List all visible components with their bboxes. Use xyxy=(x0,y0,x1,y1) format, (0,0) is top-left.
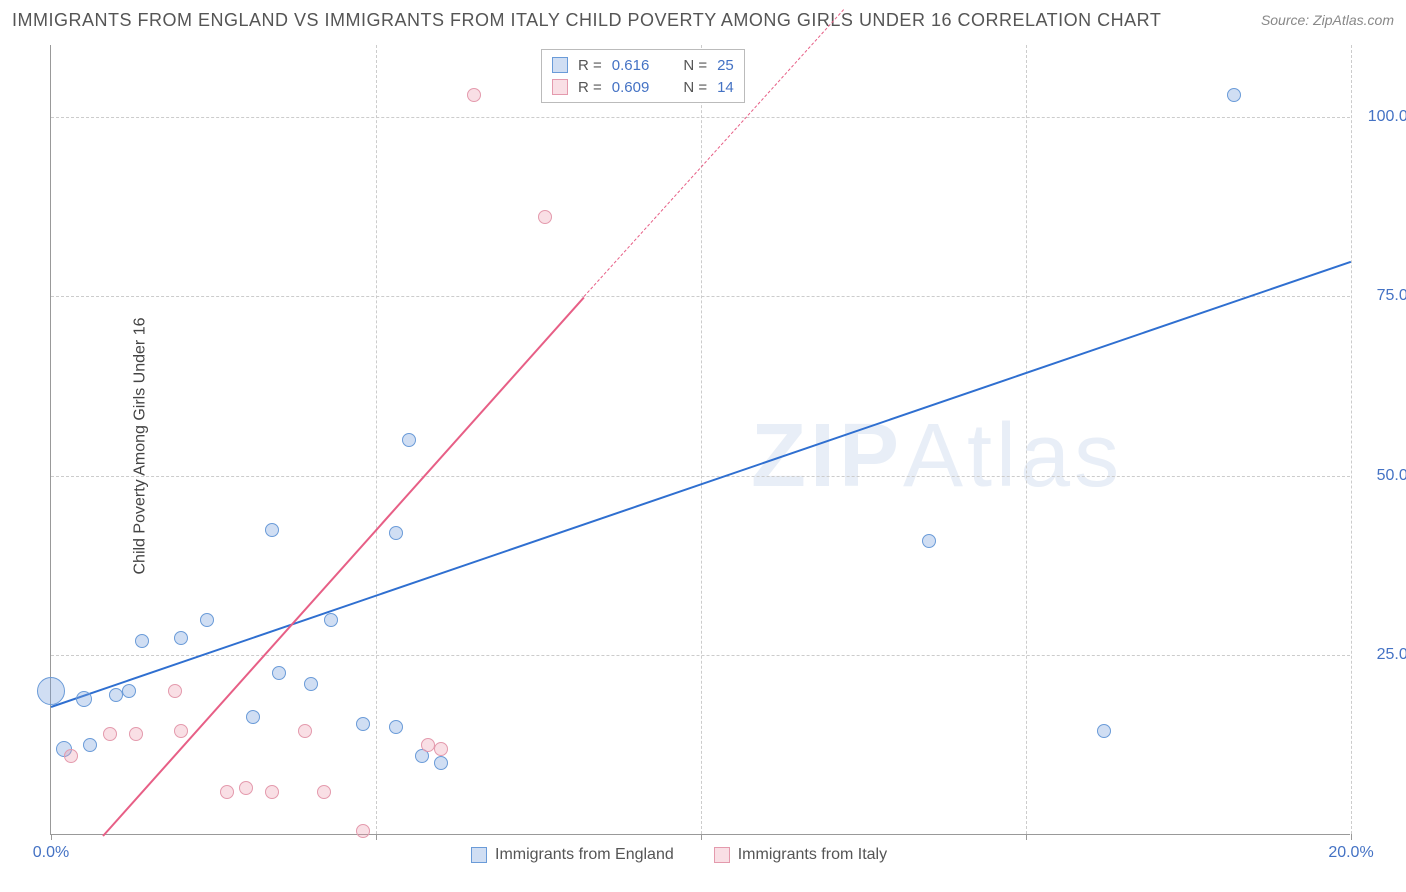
trendline xyxy=(102,297,584,837)
data-point-italy xyxy=(265,785,279,799)
data-point-england xyxy=(174,631,188,645)
data-point-italy xyxy=(103,727,117,741)
data-point-italy xyxy=(64,749,78,763)
y-tick-label: 50.0% xyxy=(1362,467,1406,485)
data-point-england xyxy=(356,717,370,731)
data-point-italy xyxy=(538,210,552,224)
series-legend-label: Immigrants from England xyxy=(495,846,674,864)
stat-r-label: R = xyxy=(578,79,602,96)
series-legend-item: Immigrants from England xyxy=(471,846,674,864)
stat-n-label: N = xyxy=(683,79,707,96)
source-credit: Source: ZipAtlas.com xyxy=(1261,12,1394,28)
gridline-vertical xyxy=(1351,45,1352,834)
plot-area: ZIPAtlas 25.0%50.0%75.0%100.0%0.0%20.0%R… xyxy=(50,45,1350,835)
data-point-italy xyxy=(239,781,253,795)
data-point-england xyxy=(922,534,936,548)
data-point-england xyxy=(122,684,136,698)
data-point-italy xyxy=(174,724,188,738)
stat-n-value: 14 xyxy=(717,79,734,96)
stat-r-label: R = xyxy=(578,57,602,74)
gridline-vertical xyxy=(376,45,377,834)
data-point-england xyxy=(434,756,448,770)
stats-legend-row: R = 0.616 N = 25 xyxy=(552,54,734,76)
y-tick-label: 75.0% xyxy=(1362,287,1406,305)
chart-title: IMMIGRANTS FROM ENGLAND VS IMMIGRANTS FR… xyxy=(12,10,1161,31)
data-point-england xyxy=(304,677,318,691)
data-point-england xyxy=(246,710,260,724)
x-tick-mark xyxy=(51,834,52,840)
watermark-light: Atlas xyxy=(903,406,1123,506)
stat-r-value: 0.616 xyxy=(612,57,650,74)
data-point-england xyxy=(265,523,279,537)
data-point-england xyxy=(402,433,416,447)
data-point-england xyxy=(324,613,338,627)
x-tick-mark xyxy=(376,834,377,840)
legend-swatch xyxy=(552,79,568,95)
stat-r-value: 0.609 xyxy=(612,79,650,96)
gridline-vertical xyxy=(701,45,702,834)
data-point-england xyxy=(109,688,123,702)
x-tick-mark xyxy=(701,834,702,840)
legend-swatch xyxy=(552,57,568,73)
data-point-england xyxy=(389,720,403,734)
y-tick-label: 100.0% xyxy=(1362,108,1406,126)
data-point-england xyxy=(389,526,403,540)
data-point-italy xyxy=(434,742,448,756)
stat-n-value: 25 xyxy=(717,57,734,74)
data-point-italy xyxy=(168,684,182,698)
x-tick-label-left: 0.0% xyxy=(33,844,69,862)
gridline-vertical xyxy=(1026,45,1027,834)
stat-n-label: N = xyxy=(683,57,707,74)
data-point-england xyxy=(135,634,149,648)
data-point-italy xyxy=(317,785,331,799)
stats-legend-row: R = 0.609 N = 14 xyxy=(552,76,734,98)
x-tick-mark xyxy=(1351,834,1352,840)
data-point-england xyxy=(83,738,97,752)
x-tick-mark xyxy=(1026,834,1027,840)
data-point-italy xyxy=(467,88,481,102)
series-legend-label: Immigrants from Italy xyxy=(738,846,887,864)
data-point-england xyxy=(76,691,92,707)
data-point-italy xyxy=(129,727,143,741)
data-point-england xyxy=(200,613,214,627)
data-point-italy xyxy=(421,738,435,752)
x-tick-label-right: 20.0% xyxy=(1328,844,1373,862)
y-tick-label: 25.0% xyxy=(1362,646,1406,664)
data-point-italy xyxy=(356,824,370,838)
data-point-england xyxy=(37,677,65,705)
watermark: ZIPAtlas xyxy=(751,405,1123,508)
data-point-england xyxy=(272,666,286,680)
data-point-italy xyxy=(220,785,234,799)
series-legend-item: Immigrants from Italy xyxy=(714,846,887,864)
data-point-england xyxy=(1097,724,1111,738)
stats-legend: R = 0.616 N = 25 R = 0.609 N = 14 xyxy=(541,49,745,103)
legend-swatch xyxy=(471,847,487,863)
data-point-italy xyxy=(298,724,312,738)
chart-header: IMMIGRANTS FROM ENGLAND VS IMMIGRANTS FR… xyxy=(0,0,1406,40)
legend-swatch xyxy=(714,847,730,863)
data-point-england xyxy=(1227,88,1241,102)
series-legend: Immigrants from England Immigrants from I… xyxy=(471,846,887,864)
